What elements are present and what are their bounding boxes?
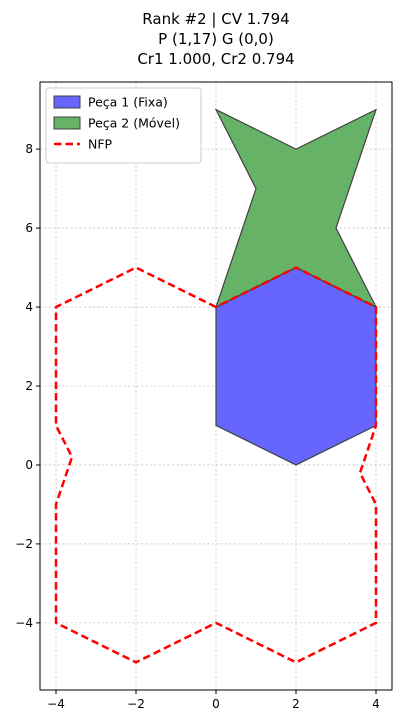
y-tick-label: 4: [25, 300, 33, 314]
y-tick-label: 8: [25, 142, 33, 156]
axis-ticks: −4 −2 0 2 4 −4 −2 0 2 4 6 8: [15, 142, 380, 711]
legend-label: Peça 1 (Fixa): [88, 95, 168, 110]
series-polygon-2: [214, 108, 378, 309]
legend: Peça 1 (Fixa) Peça 2 (Móvel) NFP: [45, 87, 202, 164]
legend-label: NFP: [88, 137, 113, 152]
x-tick-label: −2: [127, 697, 145, 711]
y-tick-label: 0: [25, 458, 33, 472]
x-tick-label: 2: [292, 697, 300, 711]
y-tick-label: −4: [15, 616, 33, 630]
title-line-2: P (1,17) G (0,0): [158, 30, 274, 48]
legend-swatch: [53, 116, 81, 130]
y-tick-label: 6: [25, 221, 33, 235]
y-tick-label: 2: [25, 379, 33, 393]
x-tick-label: 4: [372, 697, 380, 711]
series-polygon-1: [215, 266, 377, 466]
title-line-3: Cr1 1.000, Cr2 0.794: [137, 50, 294, 68]
title-line-1: Rank #2 | CV 1.794: [142, 10, 289, 28]
series-nfp-line: [54, 266, 378, 664]
legend-swatch: [53, 95, 81, 109]
y-tick-label: −2: [15, 537, 33, 551]
x-tick-label: 0: [212, 697, 220, 711]
legend-label: Peça 2 (Móvel): [88, 116, 180, 131]
legend-box: [45, 87, 202, 164]
chart-title: Rank #2 | CV 1.794 P (1,17) G (0,0) Cr1 …: [137, 10, 294, 68]
plot-area: [54, 108, 378, 664]
x-tick-label: −4: [47, 697, 65, 711]
